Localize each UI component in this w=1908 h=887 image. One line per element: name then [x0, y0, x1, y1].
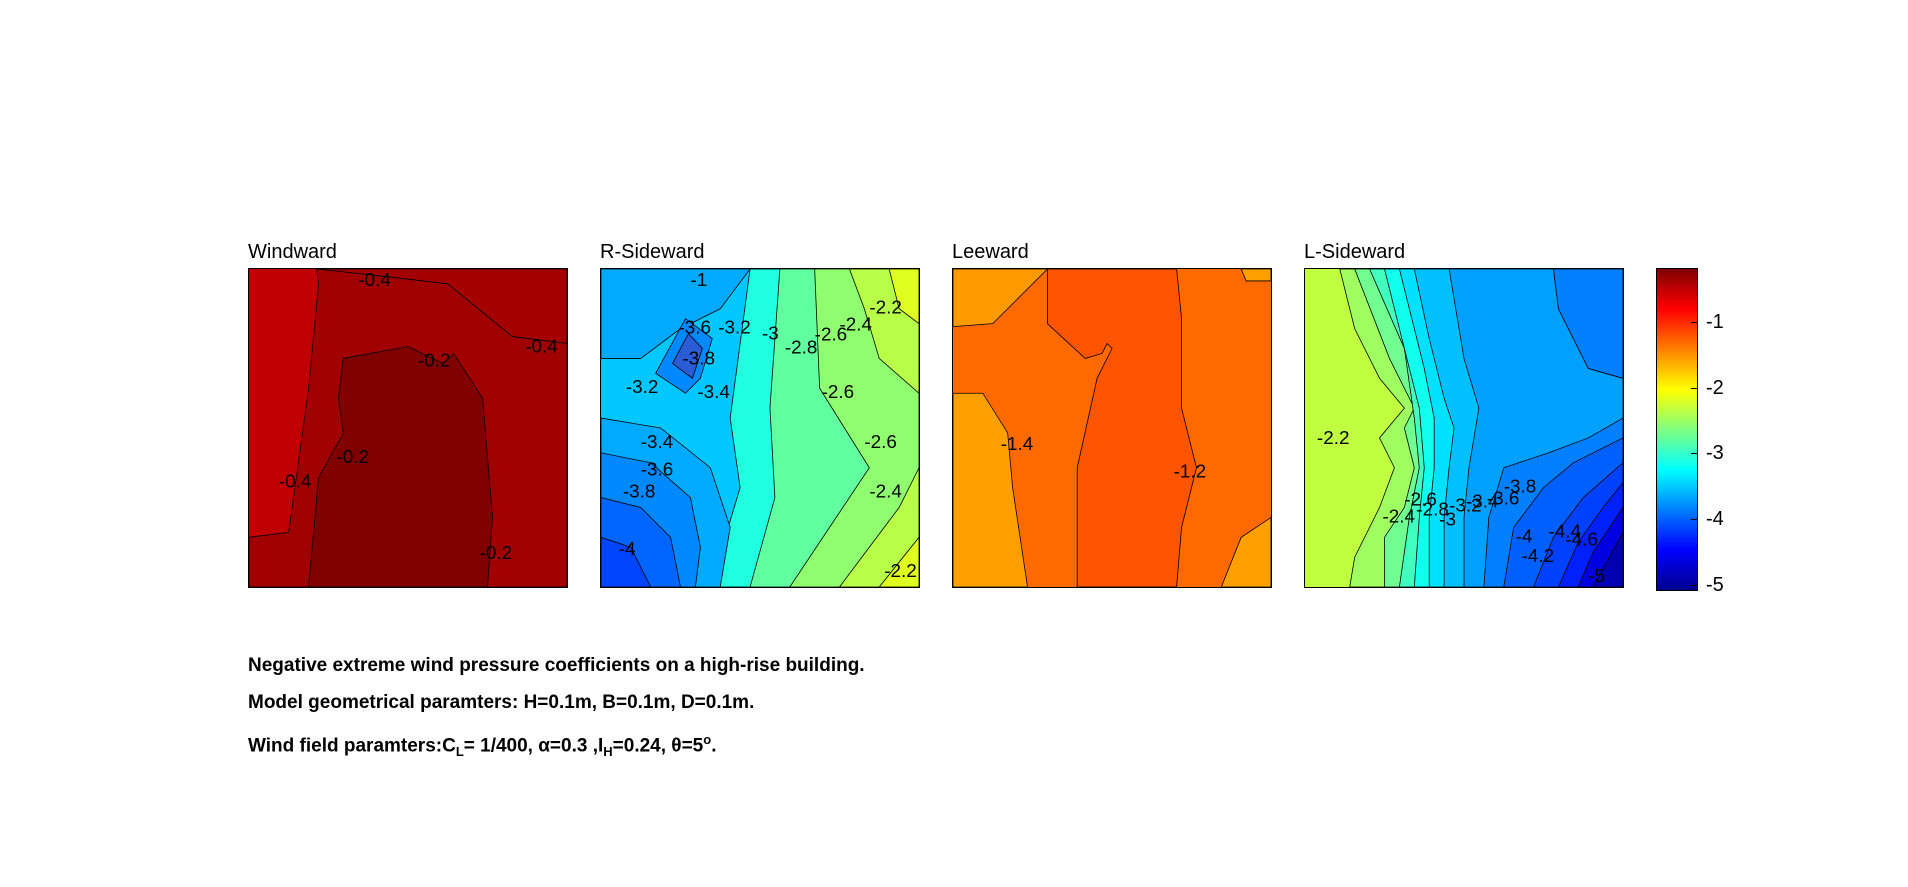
contour-label: -5: [1588, 566, 1605, 587]
contour-label: -0.2: [336, 447, 369, 468]
caption-line-3-end: .: [711, 735, 717, 757]
contour-label: -0.4: [279, 472, 312, 493]
caption-line-3-sub-h: H: [603, 744, 613, 760]
contour-label: -0.2: [480, 543, 513, 564]
contour-label: -4.2: [1522, 546, 1555, 567]
contour-label: -3.2: [718, 318, 751, 339]
colorbar: [1656, 268, 1698, 591]
contour-fill-level-n: [672, 332, 703, 379]
contour-fill-level-e: [1220, 516, 1271, 587]
colorbar-tick-label: -1: [1706, 311, 1724, 333]
colorbar-tick-label: -2: [1706, 377, 1724, 399]
contour-plot-leeward: -1.4 -1.2: [953, 269, 1271, 587]
colorbar-tick: [1691, 519, 1697, 520]
contour-label: -2.6: [1404, 490, 1437, 511]
caption-line-2: Model geometrical paramters: H=0.1m, B=0…: [248, 692, 755, 713]
caption-line-3-degree: o: [703, 732, 712, 747]
colorbar-tick-label: -4: [1706, 508, 1724, 530]
colorbar-tick: [1691, 322, 1697, 323]
caption-line-1: Negative extreme wind pressure coefficie…: [248, 655, 865, 676]
colorbar-tick: [1691, 453, 1697, 454]
panel-title-l-sideward: L-Sideward: [1304, 241, 1406, 263]
contour-label: -4: [619, 539, 636, 560]
contour-label: -2.2: [869, 298, 902, 319]
contour-fill-level-g: [839, 467, 919, 587]
contour-fill-level-l: [601, 536, 652, 587]
contour-fill-level-14: [1592, 532, 1623, 587]
panel-title-r-sideward: R-Sideward: [600, 241, 705, 263]
contour-plot-l-sideward: -2.2 -2.4 -2.6 -2.8 -3 -3.2 -3.4 -3.6 -3…: [1305, 269, 1623, 587]
colorbar-tick-label: -5: [1706, 574, 1724, 596]
caption-line-3-sub-l: L: [455, 744, 464, 760]
contour-label: -4.4: [1548, 521, 1581, 542]
contour-plot-r-sideward: -1 -3.6 -3.2 -3 -2.8 -2.6 -2.4 -2.2 -3.8…: [601, 269, 919, 587]
contour-label: -2.4: [1383, 506, 1416, 527]
contour-label: -2.2: [1317, 428, 1350, 449]
contour-label: -3.4: [1466, 492, 1499, 513]
contour-fill-level-8: [1553, 269, 1623, 379]
contour-label: -3.4: [641, 432, 674, 453]
contour-label: -1: [690, 270, 707, 291]
contour-label: -1.2: [1174, 462, 1207, 483]
contour-label: -3.8: [623, 482, 656, 503]
contour-panel-leeward: -1.4 -1.2: [952, 268, 1272, 588]
contour-panel-windward: -0.4 -0.4 -0.2 -0.4 -0.2 -0.2: [248, 268, 568, 588]
contour-fill-level-a: [953, 269, 1048, 328]
contour-label: -2.6: [815, 325, 848, 346]
contour-label: -3.8: [1504, 477, 1537, 498]
contour-label: -3.6: [641, 460, 674, 481]
panel-title-leeward: Leeward: [952, 241, 1029, 263]
contour-label: -2.6: [822, 382, 855, 403]
contour-label: -4: [1516, 526, 1533, 547]
colorbar-tick: [1691, 388, 1697, 389]
contour-label: -3: [762, 324, 779, 345]
contour-fill-level-h: [878, 536, 919, 587]
contour-label: -3.4: [697, 382, 730, 403]
contour-label: -2.4: [869, 482, 902, 503]
contour-label: -3.2: [626, 377, 659, 398]
panel-title-windward: Windward: [248, 241, 337, 263]
contour-fill-level-3: [308, 346, 493, 587]
contour-label: -3.6: [1487, 489, 1520, 510]
contour-label: -3.8: [682, 348, 715, 369]
contour-fill-level-b: [953, 392, 1028, 587]
contour-label: -1.4: [1001, 434, 1034, 455]
caption-line-3-mid2: =0.24, θ=5: [612, 735, 704, 757]
contour-label: -3.6: [679, 318, 712, 339]
contour-panel-l-sideward: -2.2 -2.4 -2.6 -2.8 -3 -3.2 -3.4 -3.6 -3…: [1304, 268, 1624, 588]
contour-fill-level-d: [1240, 269, 1271, 282]
contour-fill-level-f: [888, 269, 919, 325]
contour-label: -4.6: [1565, 529, 1598, 550]
contour-label: -2.4: [840, 315, 873, 336]
colorbar-tick: [1691, 585, 1697, 586]
contour-label: -0.4: [358, 270, 391, 291]
contour-fill-level-c: [1047, 269, 1197, 587]
caption-line-3-prefix: Wind field paramters:C: [248, 735, 456, 757]
caption-line-3: Wind field paramters:CL= 1/400, α=0.3 ,I…: [248, 729, 716, 763]
caption-line-3-mid1: = 1/400, α=0.3 ,I: [463, 735, 604, 757]
contour-label: -2.6: [864, 432, 897, 453]
contour-label: -2.2: [884, 561, 917, 582]
contour-plot-windward: -0.4 -0.4 -0.2 -0.4 -0.2 -0.2: [249, 269, 567, 587]
contour-label: -3: [1439, 509, 1456, 530]
contour-label: -3.2: [1449, 495, 1482, 516]
contour-panel-r-sideward: -1 -3.6 -3.2 -3 -2.8 -2.6 -2.4 -2.2 -3.8…: [600, 268, 920, 588]
contour-label: -0.4: [525, 336, 558, 357]
colorbar-tick-label: -3: [1706, 442, 1724, 464]
contour-label: -2.8: [785, 337, 818, 358]
contour-label: -0.2: [418, 350, 451, 371]
contour-label: -2.8: [1416, 499, 1449, 520]
